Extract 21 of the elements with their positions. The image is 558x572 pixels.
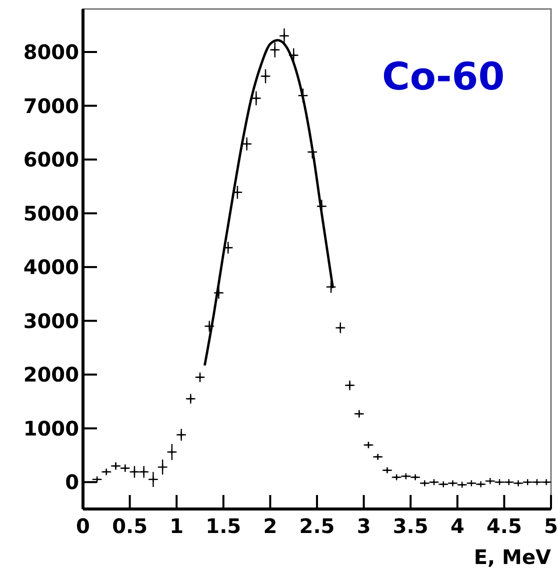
annotation: Co-60: [382, 54, 505, 99]
x-tick-label: 4.5: [486, 514, 522, 538]
x-tick-label: 2.5: [299, 514, 335, 538]
y-tick-label: 3000: [23, 308, 79, 333]
x-tick-label: 4: [450, 514, 464, 538]
x-tick-label: 1.5: [206, 514, 242, 538]
y-tick-label: 8000: [23, 40, 79, 64]
x-tick-label: 5: [544, 514, 558, 538]
x-tick-label: 3.5: [392, 514, 428, 538]
x-axis-title: E, MeV: [474, 545, 552, 569]
x-tick-label: 2: [263, 514, 278, 538]
x-tick-label: 1: [170, 514, 184, 538]
y-tick-label: 4000: [23, 255, 79, 280]
x-tick-label: 3: [356, 514, 371, 538]
y-tick-label: 1000: [23, 416, 79, 440]
y-tick-label: 2000: [23, 362, 79, 387]
y-tick-label: 5000: [23, 201, 79, 226]
y-tick-label: 7000: [23, 94, 79, 118]
x-tick-label: 0.5: [112, 514, 148, 538]
y-tick-label: 6000: [23, 148, 79, 172]
y-tick-label: 0: [65, 470, 79, 494]
